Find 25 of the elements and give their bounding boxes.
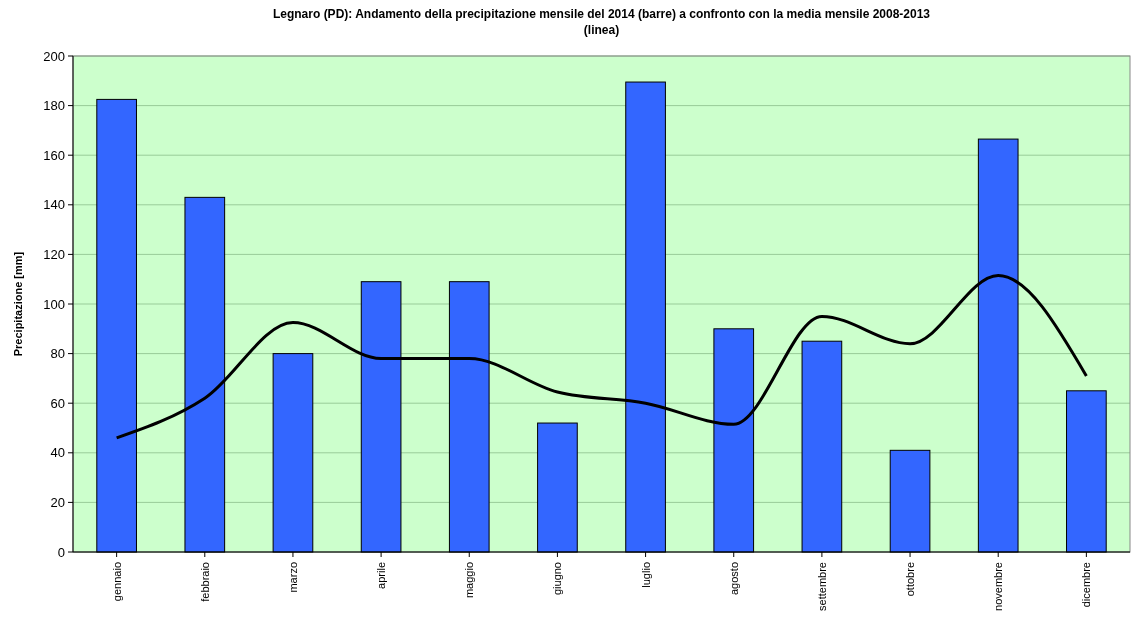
x-tick-label: novembre [992,562,1005,611]
y-tick-label: 80 [50,346,65,362]
y-tick-label: 40 [50,445,65,461]
x-tick-label: dicembre [1080,562,1093,608]
y-tick-label: 20 [50,494,65,510]
x-tick-label: aprile [375,562,388,589]
x-tick-label: settembre [815,562,828,611]
x-tick-label: luglio [639,562,652,588]
y-tick-label: 120 [43,246,65,262]
x-tick-label: giugno [551,562,564,596]
chart-title: Legnaro (PD): Andamento della precipitazione mensile del 2014 (barre) a confronto con la media mensile 2008-2013 (linea) [272,7,931,37]
x-tick-label: gennaio [110,562,123,602]
y-axis-title: Precipitazione [mm] [12,251,24,357]
x-tick-label: febbraio [198,562,211,602]
y-tick-label: 140 [43,197,65,213]
x-tick-label: agosto [727,562,740,596]
x-tick-label: ottobre [904,562,917,597]
y-tick-label: 60 [50,395,65,411]
x-tick-label: maggio [463,562,476,599]
y-tick-label: 180 [43,98,65,114]
y-tick-label: 200 [43,48,65,64]
y-tick-label: 0 [57,544,65,560]
x-tick-label: marzo [286,562,299,593]
y-tick-label: 160 [43,147,65,163]
y-tick-label: 100 [43,296,65,312]
